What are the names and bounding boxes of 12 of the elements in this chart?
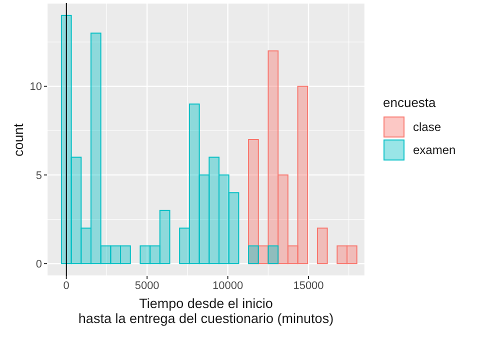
- x-tick-label: 0: [63, 280, 70, 292]
- y-axis-title: count: [11, 122, 26, 156]
- x-tick-label: 5000: [134, 280, 160, 292]
- y-tick-label: 10: [30, 81, 42, 94]
- y-tick-label: 5: [36, 170, 42, 182]
- legend-label: examen: [413, 143, 456, 157]
- x-tick-label: 15000: [293, 280, 324, 292]
- legend-label: clase: [413, 120, 442, 134]
- x-axis-title: Tiempo desde el inicio hasta la entrega del cuestionario (minutos): [77, 296, 335, 326]
- legend-title: encuesta: [383, 94, 437, 110]
- y-tick-label: 0: [36, 258, 42, 270]
- x-tick-label: 10000: [212, 280, 244, 292]
